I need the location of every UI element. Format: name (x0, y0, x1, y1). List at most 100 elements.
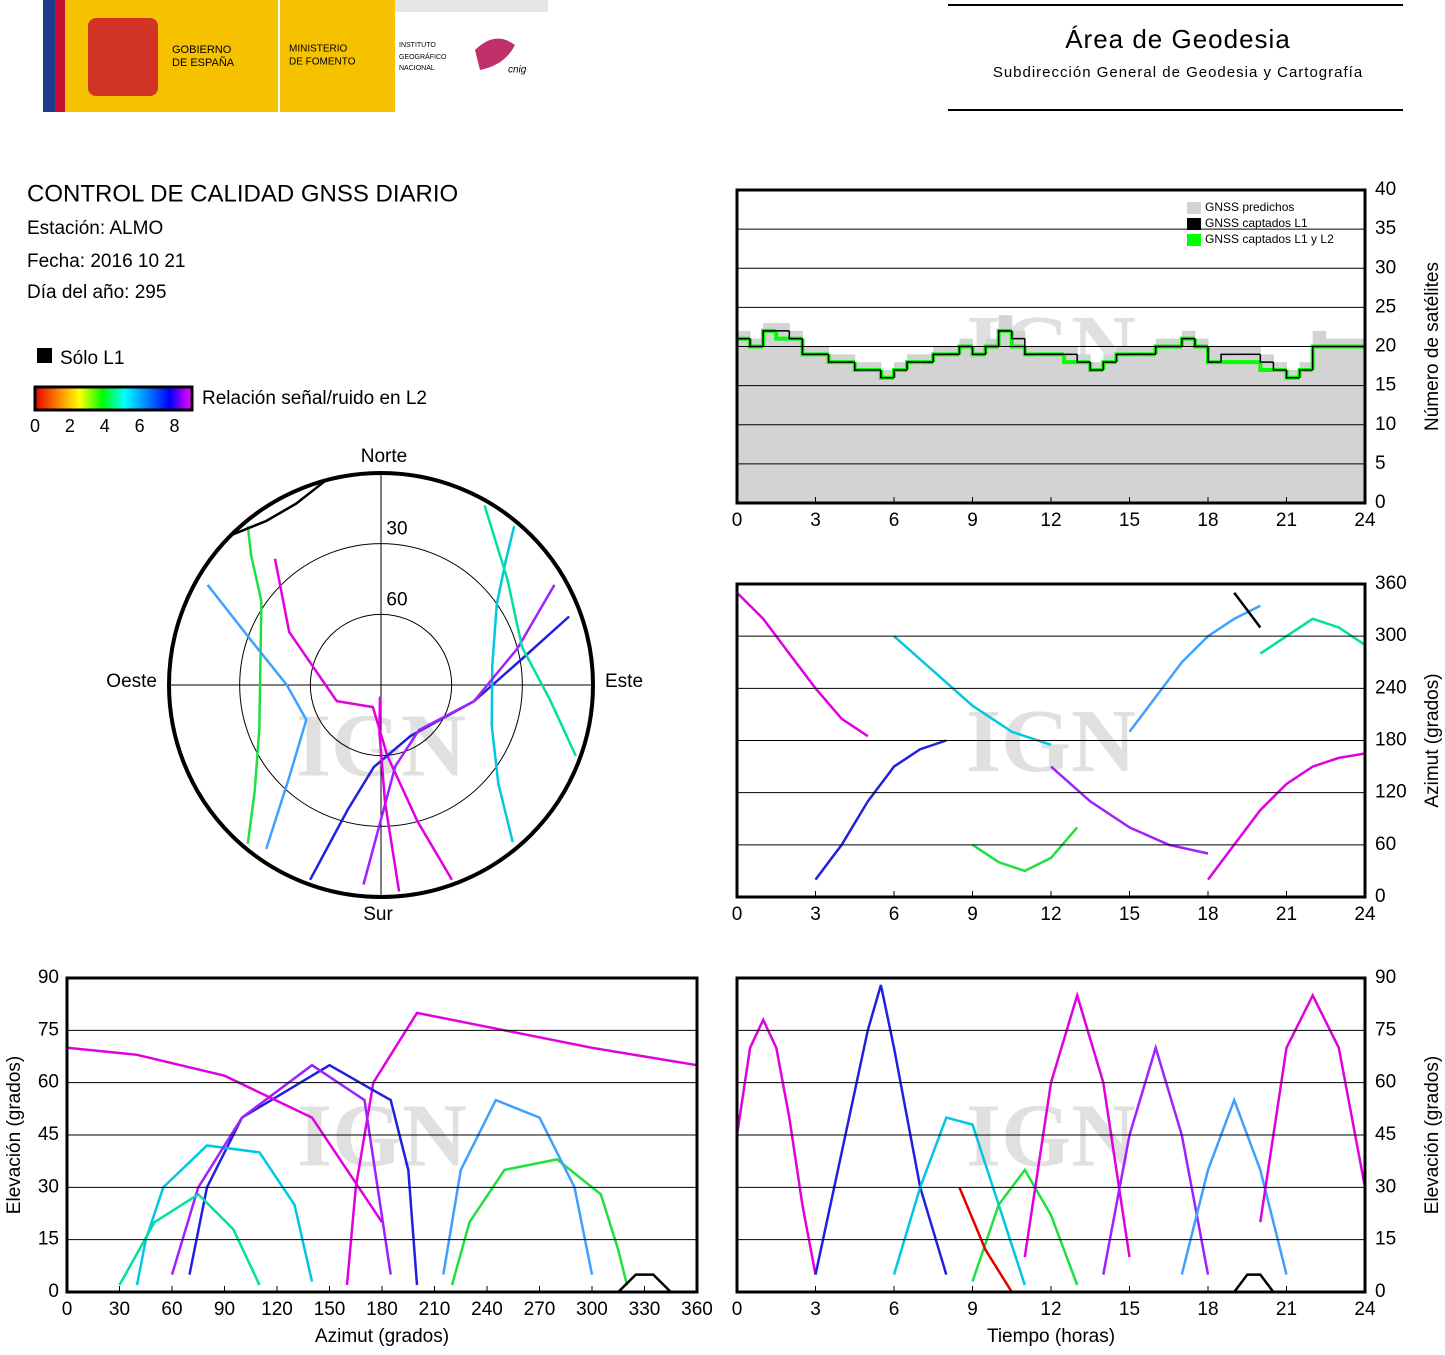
satellite-track (362, 584, 556, 885)
satellite-track (1180, 1096, 1288, 1275)
count-step (997, 330, 1012, 347)
satellite-track (893, 635, 1052, 746)
satellite-track (378, 696, 401, 892)
x-tick-label: 120 (261, 1299, 293, 1320)
y-tick-label: 90 (38, 967, 59, 988)
x-tick-label: 12 (1040, 1299, 1061, 1320)
plot-frame (735, 188, 1367, 505)
count-step (880, 369, 894, 379)
y-tick-label: 45 (1375, 1124, 1396, 1145)
snr-tick-label: 8 (170, 416, 180, 436)
y-tick-label: 30 (38, 1176, 59, 1197)
predicted-bar (959, 338, 973, 503)
predicted-bar (1011, 330, 1026, 503)
y-tick-label: 10 (1375, 414, 1396, 435)
satellite-track (1023, 991, 1131, 1258)
count-step (762, 330, 777, 347)
predicted-bar (1312, 330, 1327, 503)
predicted-bar (880, 369, 895, 503)
x-tick-label: 360 (681, 1299, 713, 1320)
count-step (1207, 346, 1222, 363)
predicted-bar (985, 338, 1000, 503)
satellite-track (1233, 1273, 1275, 1293)
snr-tick-label: 6 (135, 416, 145, 436)
satellite-track (170, 1063, 392, 1275)
x-tick-label: 3 (810, 904, 821, 925)
y-tick-label: 30 (1375, 257, 1396, 278)
legend-swatch (1187, 218, 1201, 230)
station: Estación: ALMO (27, 218, 163, 239)
gobierno-text: DE ESPAÑA (172, 56, 235, 69)
x-tick-label: 300 (576, 1299, 608, 1320)
gobierno-text: GOBIERNO (172, 44, 232, 56)
x-axis-label: Azimut (grados) (315, 1326, 449, 1347)
predicted-bar (1325, 338, 1340, 503)
y-tick-label: 20 (1375, 336, 1396, 357)
ign-strip (395, 0, 548, 12)
plot-frame (735, 976, 1367, 1294)
y-tick-label: 90 (1375, 967, 1396, 988)
ring-label: 30 (386, 519, 407, 540)
y-tick-label: 75 (38, 1019, 59, 1040)
watermark: IGN (297, 1087, 467, 1186)
x-tick-label: 90 (214, 1299, 235, 1320)
x-tick-label: 21 (1276, 510, 1297, 531)
satellite-track (1102, 1043, 1210, 1275)
x-tick-label: 0 (62, 1299, 73, 1320)
x-tick-label: 3 (810, 510, 821, 531)
x-tick-label: 9 (967, 904, 978, 925)
x-tick-label: 210 (419, 1299, 451, 1320)
count-step (1220, 353, 1235, 363)
y-axis-label: Número de satélites (1422, 262, 1443, 431)
x-tick-label: 150 (314, 1299, 346, 1320)
direction-label: Norte (361, 446, 407, 467)
l1-only-swatch (37, 348, 52, 363)
y-tick-label: 25 (1375, 296, 1396, 317)
x-tick-label: 6 (889, 510, 900, 531)
predicted-bar (1168, 338, 1183, 503)
predicted-bar (737, 330, 751, 503)
l1-only-label: Sólo L1 (60, 348, 124, 369)
x-tick-label: 12 (1040, 904, 1061, 925)
legend-label: GNSS captados L1 y L2 (1205, 232, 1334, 246)
x-tick-label: 9 (967, 510, 978, 531)
x-tick-label: 15 (1119, 1299, 1140, 1320)
y-tick-label: 0 (1375, 1281, 1386, 1302)
x-axis-label: Tiempo (horas) (987, 1326, 1115, 1347)
predicted-bar (920, 354, 934, 503)
x-tick-label: 18 (1197, 904, 1218, 925)
predicted-bar (907, 354, 921, 503)
y-tick-label: 45 (38, 1124, 59, 1145)
x-tick-label: 3 (810, 1299, 821, 1320)
y-tick-label: 60 (1375, 1072, 1396, 1093)
x-tick-label: 18 (1197, 510, 1218, 531)
count-step (788, 330, 803, 340)
instituto-text: GEOGRÁFICO (399, 52, 447, 61)
cnig-logo (475, 38, 515, 70)
predicted-bar (1273, 362, 1287, 503)
x-tick-label: 330 (629, 1299, 661, 1320)
x-tick-label: 240 (471, 1299, 503, 1320)
y-tick-label: 0 (48, 1281, 59, 1302)
count-step (1115, 353, 1130, 363)
count-step (1259, 354, 1274, 363)
satellite-track (308, 615, 570, 881)
y-tick-label: 240 (1375, 677, 1407, 698)
y-tick-label: 60 (1375, 834, 1396, 855)
predicted-bar (1103, 354, 1117, 503)
count-step (1024, 338, 1038, 356)
ministerio-text: MINISTERIO (289, 44, 348, 55)
y-tick-label: 35 (1375, 218, 1396, 239)
predicted-bar (828, 354, 843, 503)
satellite-track (230, 479, 327, 537)
y-tick-label: 0 (1375, 886, 1386, 907)
flag-red (55, 0, 65, 112)
count-step (1011, 330, 1025, 340)
satellite-track (617, 1273, 672, 1293)
snr-tick-label: 2 (65, 416, 75, 436)
subdireccion: Subdirección General de Geodesia y Carto… (993, 64, 1363, 81)
x-tick-label: 12 (1040, 510, 1061, 531)
x-tick-label: 21 (1276, 904, 1297, 925)
x-tick-label: 21 (1276, 1299, 1297, 1320)
horizon-frame (167, 471, 595, 899)
